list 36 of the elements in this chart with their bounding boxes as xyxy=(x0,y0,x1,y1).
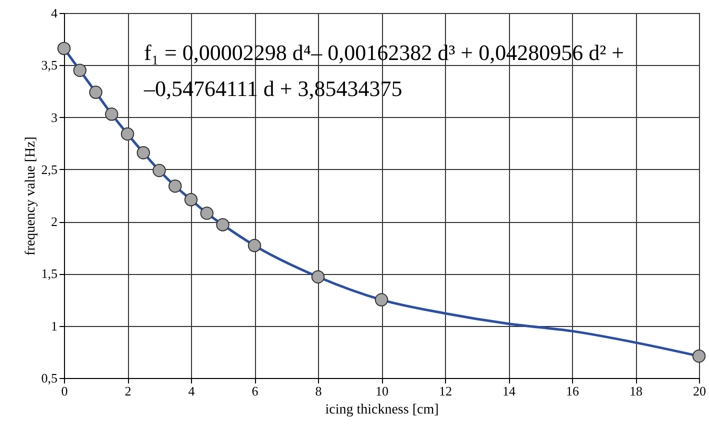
y-tick-label: 2 xyxy=(51,214,58,230)
point xyxy=(89,86,102,99)
x-tick-label: 4 xyxy=(188,384,196,398)
point xyxy=(105,108,118,121)
x-tick-label: 6 xyxy=(252,384,259,398)
point xyxy=(184,193,198,206)
y-tick-label: 2,5 xyxy=(41,162,58,177)
x-tick-label: 16 xyxy=(566,384,580,398)
y-tick-label: 3,5 xyxy=(41,58,58,73)
x-tick-label: 0 xyxy=(61,384,68,398)
point xyxy=(311,270,325,284)
y-tick-label: 1,5 xyxy=(41,266,58,282)
point xyxy=(57,42,71,56)
y-tick-label: 0,5 xyxy=(41,370,58,386)
point xyxy=(152,164,166,178)
x-tick-label: 2 xyxy=(124,384,132,398)
point xyxy=(374,293,388,306)
point xyxy=(692,349,706,363)
y-axis-title: frequency value [Hz] xyxy=(23,136,38,256)
x-tick-label: 8 xyxy=(315,384,322,398)
x-tick-label: 14 xyxy=(502,384,516,398)
point xyxy=(200,206,214,220)
point xyxy=(216,218,230,232)
x-axis-title: icing thickness [cm] xyxy=(325,402,439,418)
x-tick-label: 12 xyxy=(439,384,452,398)
y-tick-label: 3 xyxy=(51,110,58,125)
x-tick-label: 20 xyxy=(693,384,706,398)
point xyxy=(73,64,86,77)
point xyxy=(120,127,134,141)
x-tick-label: 10 xyxy=(376,384,388,398)
point xyxy=(136,146,150,160)
y-tick-label: 1 xyxy=(51,318,58,334)
point xyxy=(248,238,262,252)
point xyxy=(168,180,182,193)
y-tick-label: 4 xyxy=(51,6,58,20)
x-tick-label: 18 xyxy=(630,384,642,398)
